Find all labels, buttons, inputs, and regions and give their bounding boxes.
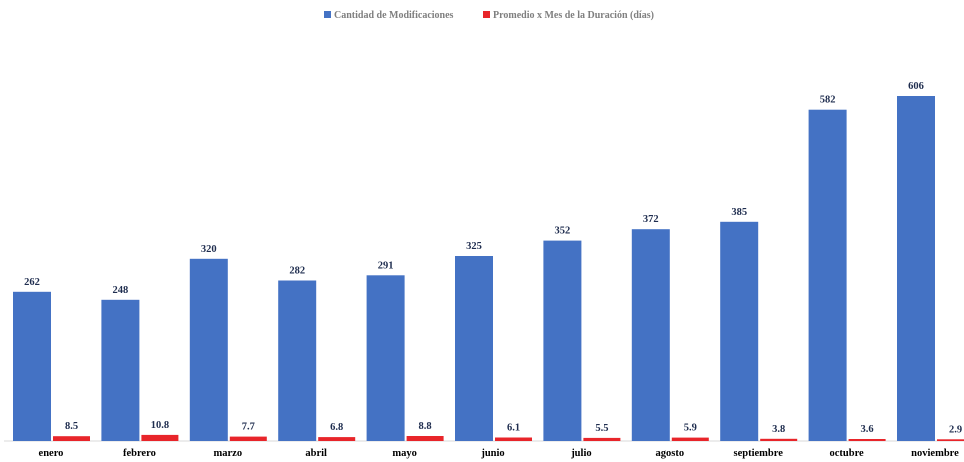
data-label-modificaciones-noviembre: 606 (908, 81, 924, 92)
data-label-modificaciones-febrero: 248 (113, 285, 129, 296)
legend-label-duracion: Promedio x Mes de la Duración (días) (493, 10, 654, 21)
data-label-modificaciones-octubre: 582 (820, 95, 836, 106)
legend-swatch-modificaciones (324, 11, 331, 18)
data-label-duracion-agosto: 5.9 (684, 423, 697, 434)
bar-duracion-mayo (406, 436, 444, 441)
x-tick-label-mayo: mayo (392, 448, 417, 459)
bar-duracion-agosto (671, 437, 709, 441)
bar-modificaciones-julio (543, 240, 582, 441)
x-tick-label-agosto: agosto (656, 448, 685, 459)
bar-modificaciones-noviembre (897, 96, 935, 441)
bar-duracion-septiembre (760, 438, 798, 441)
data-label-modificaciones-agosto: 372 (643, 214, 659, 225)
data-label-modificaciones-enero: 262 (24, 277, 40, 288)
data-label-modificaciones-marzo: 320 (201, 244, 217, 255)
bar-duracion-marzo (229, 436, 267, 441)
bars-layer (13, 96, 964, 441)
x-tick-label-noviembre: noviembre (911, 448, 959, 459)
data-label-duracion-junio: 6.1 (507, 423, 520, 434)
data-label-modificaciones-junio: 325 (466, 241, 482, 252)
bar-duracion-febrero (141, 434, 179, 441)
legend-item-duracion: Promedio x Mes de la Duración (días) (483, 10, 654, 21)
data-label-duracion-octubre: 3.6 (861, 424, 874, 435)
bar-modificaciones-abril (278, 280, 317, 441)
x-tick-label-octubre: octubre (829, 448, 864, 459)
data-label-modificaciones-julio: 352 (555, 226, 571, 237)
bar-duracion-junio (495, 437, 532, 441)
bar-modificaciones-marzo (189, 258, 228, 441)
legend-label-modificaciones: Cantidad de Modificaciones (334, 10, 454, 21)
x-tick-label-enero: enero (39, 448, 64, 459)
bar-duracion-abril (318, 437, 356, 441)
bar-modificaciones-febrero (101, 299, 140, 441)
data-label-duracion-mayo: 8.8 (419, 421, 432, 432)
x-tick-label-febrero: febrero (123, 448, 156, 459)
bar-duracion-noviembre (937, 439, 964, 441)
x-tick-label-junio: junio (480, 448, 504, 459)
data-label-duracion-abril: 6.8 (330, 422, 343, 433)
data-label-duracion-febrero: 10.8 (151, 420, 169, 431)
bar-duracion-enero (53, 436, 90, 441)
data-label-modificaciones-abril: 282 (289, 266, 305, 277)
x-tick-label-marzo: marzo (214, 448, 243, 459)
bar-modificaciones-mayo (366, 275, 405, 441)
legend: Cantidad de Modificaciones Promedio x Me… (324, 10, 654, 21)
data-label-duracion-marzo: 7.7 (242, 422, 255, 433)
legend-item-modificaciones: Cantidad de Modificaciones (324, 10, 454, 21)
bar-duracion-octubre (848, 439, 886, 441)
data-label-duracion-enero: 8.5 (65, 421, 78, 432)
bar-modificaciones-junio (455, 256, 493, 441)
bar-modificaciones-agosto (631, 229, 670, 441)
bar-modificaciones-septiembre (720, 221, 759, 441)
bar-duracion-julio (583, 437, 621, 441)
x-tick-label-abril: abril (305, 448, 327, 459)
x-tick-label-julio: julio (570, 448, 591, 459)
bar-modificaciones-enero (13, 291, 51, 441)
x-tick-label-septiembre: septiembre (734, 448, 784, 459)
data-label-duracion-noviembre: 2.9 (949, 424, 962, 435)
legend-swatch-duracion (483, 11, 490, 18)
data-label-modificaciones-septiembre: 385 (731, 207, 747, 218)
data-label-duracion-julio: 5.5 (595, 423, 608, 434)
data-label-duracion-septiembre: 3.8 (772, 424, 785, 435)
x-axis-ticks: enero febrero marzo abril mayo junio julio agos… (39, 448, 960, 459)
bar-modificaciones-octubre (808, 109, 847, 441)
labels-layer: 262 8.5 248 10.8 320 7.7 282 6.8 291 8.8 325 6.1 352… (24, 81, 962, 435)
data-label-modificaciones-mayo: 291 (378, 260, 394, 271)
